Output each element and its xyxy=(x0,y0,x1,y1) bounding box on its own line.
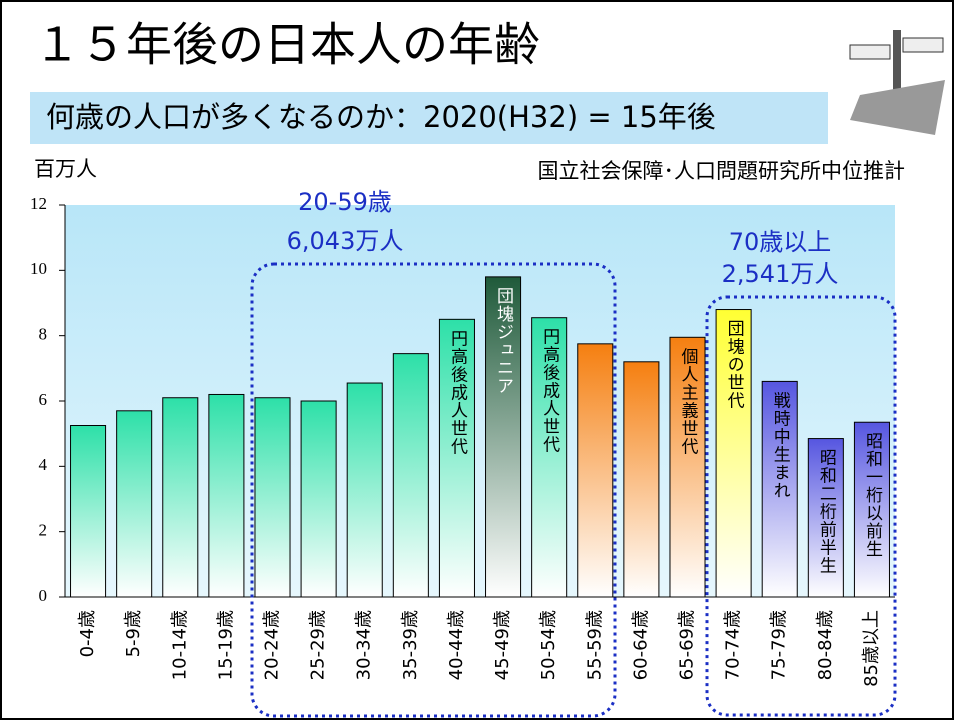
x-tick-label: 25-29歳 xyxy=(308,610,329,680)
bar xyxy=(346,382,383,598)
x-tick-label: 45-49歳 xyxy=(492,610,513,680)
y-tick-label: 8 xyxy=(39,325,48,344)
bar-label: 団塊の世代 xyxy=(724,320,745,410)
bar xyxy=(853,421,890,598)
y-tick-label: 12 xyxy=(30,194,47,213)
x-tick-label: 0-4歳 xyxy=(77,610,98,657)
bar xyxy=(392,353,429,598)
y-axis-label: 百万人 xyxy=(34,157,97,181)
bar xyxy=(485,276,522,598)
x-tick-label: 65-69歳 xyxy=(677,610,698,680)
bar xyxy=(208,393,245,598)
group-box xyxy=(250,262,617,718)
bar-label: 昭和二桁前半生 xyxy=(816,449,837,575)
bar xyxy=(715,309,752,598)
x-tick-label: 75-79歳 xyxy=(769,610,790,680)
bar xyxy=(669,336,706,598)
x-tick-label: 30-34歳 xyxy=(354,610,375,680)
source: 国立社会保障･人口問題研究所中位推計 xyxy=(538,159,906,183)
y-tick-label: 2 xyxy=(39,521,48,540)
bar xyxy=(70,425,107,598)
bar xyxy=(761,380,798,598)
annotation: 20-59歳 xyxy=(298,188,392,216)
bar xyxy=(623,361,660,598)
bar xyxy=(807,438,844,598)
y-tick-label: 6 xyxy=(39,390,48,409)
x-tick-label: 85歳以上 xyxy=(861,610,882,687)
bar xyxy=(300,400,337,598)
annotation: 2,541万人 xyxy=(722,260,839,288)
x-tick-label: 10-14歳 xyxy=(169,610,190,680)
bar-label: 個人主義世代 xyxy=(678,347,699,455)
subtitle: 何歳の人口が多くなるのか：2020(H32) = 15年後 xyxy=(46,100,716,134)
y-tick-label: 4 xyxy=(39,455,48,474)
x-tick-label: 55-59歳 xyxy=(584,610,605,680)
bar xyxy=(531,317,568,598)
bar-label: 昭和一桁以前生 xyxy=(862,432,883,558)
bar-label: 円高後成人世代 xyxy=(539,328,560,454)
x-tick-label: 15-19歳 xyxy=(215,610,236,680)
y-tick-label: 0 xyxy=(39,586,48,605)
clipart xyxy=(849,30,945,135)
x-tick-label: 20-24歳 xyxy=(262,610,283,680)
annotation: 6,043万人 xyxy=(287,227,404,255)
bar-label: 団塊ジュニア xyxy=(493,287,514,395)
title: １５年後の日本人の年齢 xyxy=(34,18,540,72)
x-tick-label: 35-39歳 xyxy=(400,610,421,680)
plot-area xyxy=(65,205,895,597)
bar xyxy=(116,410,153,598)
y-tick-label: 10 xyxy=(30,259,47,278)
bar xyxy=(254,397,291,598)
x-tick-label: 5-9歳 xyxy=(123,610,144,657)
x-tick-label: 50-54歳 xyxy=(538,610,559,680)
subtitle-box xyxy=(30,92,828,144)
x-tick-label: 60-64歳 xyxy=(630,610,651,680)
bar-label: 円高後成人世代 xyxy=(447,329,468,455)
annotation: 70歳以上 xyxy=(729,228,832,256)
x-tick-label: 80-84歳 xyxy=(815,610,836,680)
x-tick-label: 70-74歳 xyxy=(723,610,744,680)
x-tick-label: 40-44歳 xyxy=(446,610,467,680)
bar xyxy=(438,318,475,598)
bar xyxy=(577,343,614,598)
bar-label: 戦時中生まれ xyxy=(770,391,791,499)
bar xyxy=(162,397,199,598)
